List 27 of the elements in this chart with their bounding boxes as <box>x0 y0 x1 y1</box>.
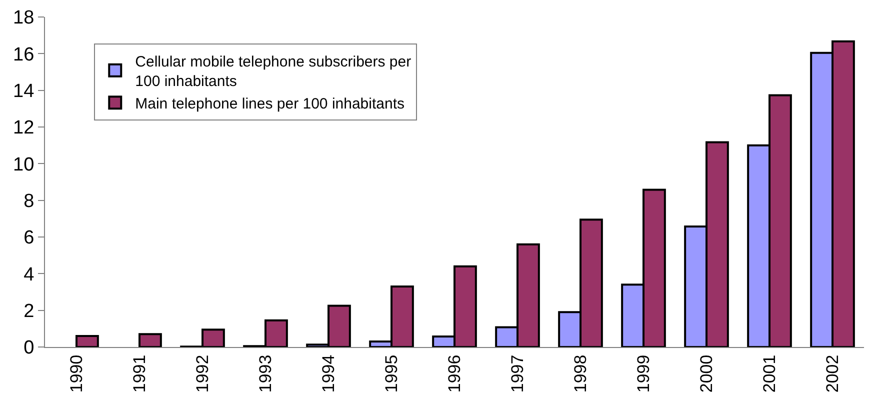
x-tick-label: 1993 <box>256 354 276 393</box>
legend-label: Cellular mobile telephone subscribers per 100 inhabitants <box>135 54 412 90</box>
x-tick-label: 2002 <box>823 354 842 393</box>
x-tick-label: 2001 <box>760 354 780 393</box>
x-tick-label: 1990 <box>67 354 86 393</box>
y-tick-label: 14 <box>13 80 35 102</box>
x-tick-label: 2000 <box>697 354 716 393</box>
y-tick-label: 2 <box>24 300 34 322</box>
y-tick-label: 18 <box>13 8 34 29</box>
y-tick-label: 12 <box>13 118 34 139</box>
y-tick-label: 0 <box>24 338 34 359</box>
y-tick-label: 4 <box>24 264 35 286</box>
y-tick-label: 6 <box>24 228 34 249</box>
bar <box>76 335 99 347</box>
x-tick-label: 1991 <box>130 354 150 393</box>
x-tick-label: 1997 <box>508 354 528 393</box>
y-tick-label: 10 <box>13 154 34 176</box>
y-tick-label: 16 <box>13 44 34 66</box>
x-tick-label: 1994 <box>319 354 338 393</box>
bar <box>138 333 162 347</box>
x-tick-label: 1999 <box>634 354 654 393</box>
x-tick-label: 1998 <box>571 354 590 393</box>
legend-label: Main telephone lines per 100 inhabitants <box>135 96 404 112</box>
x-tick-label: 1995 <box>382 354 402 393</box>
x-tick-label: 1996 <box>445 354 464 393</box>
y-tick-label: 8 <box>24 190 34 212</box>
x-tick-label: 1992 <box>193 354 212 393</box>
